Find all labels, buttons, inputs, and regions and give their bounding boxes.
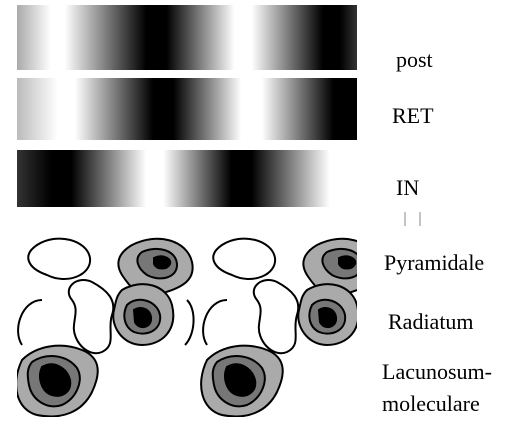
label-moleculare: moleculare <box>382 391 480 416</box>
label-lacunosum: Lacunosum- <box>382 359 492 384</box>
ret-stripe <box>17 78 357 140</box>
label-ret: RET <box>392 103 434 128</box>
label-pyramidale: Pyramidale <box>384 250 484 275</box>
label-in: IN <box>396 175 419 200</box>
label-post: post <box>396 47 433 72</box>
figure: post RET IN Pyramidale Radiatum Lacunosu… <box>0 0 527 421</box>
in-stripe <box>17 150 357 207</box>
label-radiatum: Radiatum <box>388 309 474 334</box>
post-stripe <box>17 5 357 70</box>
